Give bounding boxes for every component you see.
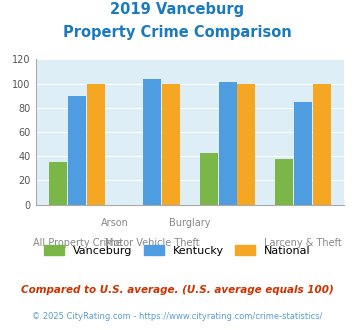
- Text: All Property Crime: All Property Crime: [33, 238, 121, 248]
- Bar: [275, 159, 293, 205]
- Bar: [143, 79, 161, 205]
- Bar: [237, 83, 256, 205]
- Bar: [219, 82, 237, 205]
- Text: Burglary: Burglary: [169, 218, 211, 228]
- Text: Arson: Arson: [101, 218, 129, 228]
- Bar: [68, 96, 86, 205]
- Bar: [162, 83, 180, 205]
- Bar: [200, 152, 218, 205]
- Bar: [87, 83, 105, 205]
- Text: Property Crime Comparison: Property Crime Comparison: [63, 25, 292, 40]
- Bar: [313, 83, 331, 205]
- Text: Larceny & Theft: Larceny & Theft: [264, 238, 342, 248]
- Text: © 2025 CityRating.com - https://www.cityrating.com/crime-statistics/: © 2025 CityRating.com - https://www.city…: [32, 312, 323, 321]
- Bar: [49, 162, 67, 205]
- Text: Compared to U.S. average. (U.S. average equals 100): Compared to U.S. average. (U.S. average …: [21, 285, 334, 295]
- Bar: [294, 102, 312, 205]
- Text: Motor Vehicle Theft: Motor Vehicle Theft: [105, 238, 200, 248]
- Text: 2019 Vanceburg: 2019 Vanceburg: [110, 2, 245, 16]
- Legend: Vanceburg, Kentucky, National: Vanceburg, Kentucky, National: [40, 241, 315, 260]
